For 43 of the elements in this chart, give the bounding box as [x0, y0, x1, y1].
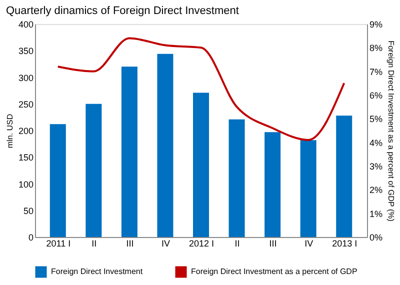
y2-tick-label: 0%: [370, 232, 383, 242]
bar: [157, 54, 174, 237]
y2-tick-label: 8%: [370, 43, 383, 54]
bar: [193, 92, 209, 237]
y2-tick-label: 5%: [370, 114, 383, 124]
x-tick-label: 2011 I: [46, 238, 71, 248]
y-tick-label: 400: [18, 20, 34, 30]
x-tick-label: III: [269, 238, 277, 248]
x-tick-label: II: [234, 238, 240, 248]
y-tick-label: 250: [18, 99, 34, 110]
bar: [50, 124, 66, 237]
x-tick-label: III: [126, 238, 134, 248]
legend-label: Foreign Direct Investment as a percent of GDP: [191, 267, 358, 276]
y2-tick-label: 1%: [370, 208, 383, 219]
y2-tick-label: 3%: [370, 162, 383, 172]
y2-tick-label: 6%: [370, 90, 383, 100]
legend-label: Foreign Direct Investment: [51, 267, 144, 276]
y-tick-label: 200: [18, 126, 34, 136]
y-tick-label: 0: [28, 232, 34, 242]
x-tick-label: IV: [304, 238, 314, 248]
y-tick-label: 50: [23, 206, 34, 216]
y-tick-label: 300: [18, 72, 34, 83]
y-tick-label: 100: [18, 179, 34, 190]
chart-title: Quarterly dinamics of Foreign Direct Investment: [6, 5, 239, 17]
x-tick-label: II: [92, 238, 97, 248]
y-axis-title: mln. USD: [5, 114, 14, 148]
bar: [228, 119, 245, 237]
y-tick-label: 350: [18, 46, 34, 56]
x-tick-label: 2012 I: [188, 238, 214, 248]
x-tick-label: IV: [161, 238, 170, 248]
y2-tick-label: 9%: [370, 20, 383, 30]
bar: [300, 140, 316, 237]
bar: [86, 104, 102, 237]
y-tick-label: 150: [18, 152, 34, 163]
bar: [336, 116, 352, 237]
x-tick-label: 2013 I: [332, 238, 358, 248]
y2-tick-label: 7%: [370, 66, 383, 77]
line-series: [56, 37, 346, 141]
y2-tick-label: 2%: [370, 185, 383, 196]
y2-tick-label: 4%: [370, 138, 383, 148]
bar: [264, 132, 281, 237]
bar: [121, 66, 138, 237]
y2-axis-title: Foreign Direct Investment as a percent of GDP (%): [386, 40, 396, 222]
